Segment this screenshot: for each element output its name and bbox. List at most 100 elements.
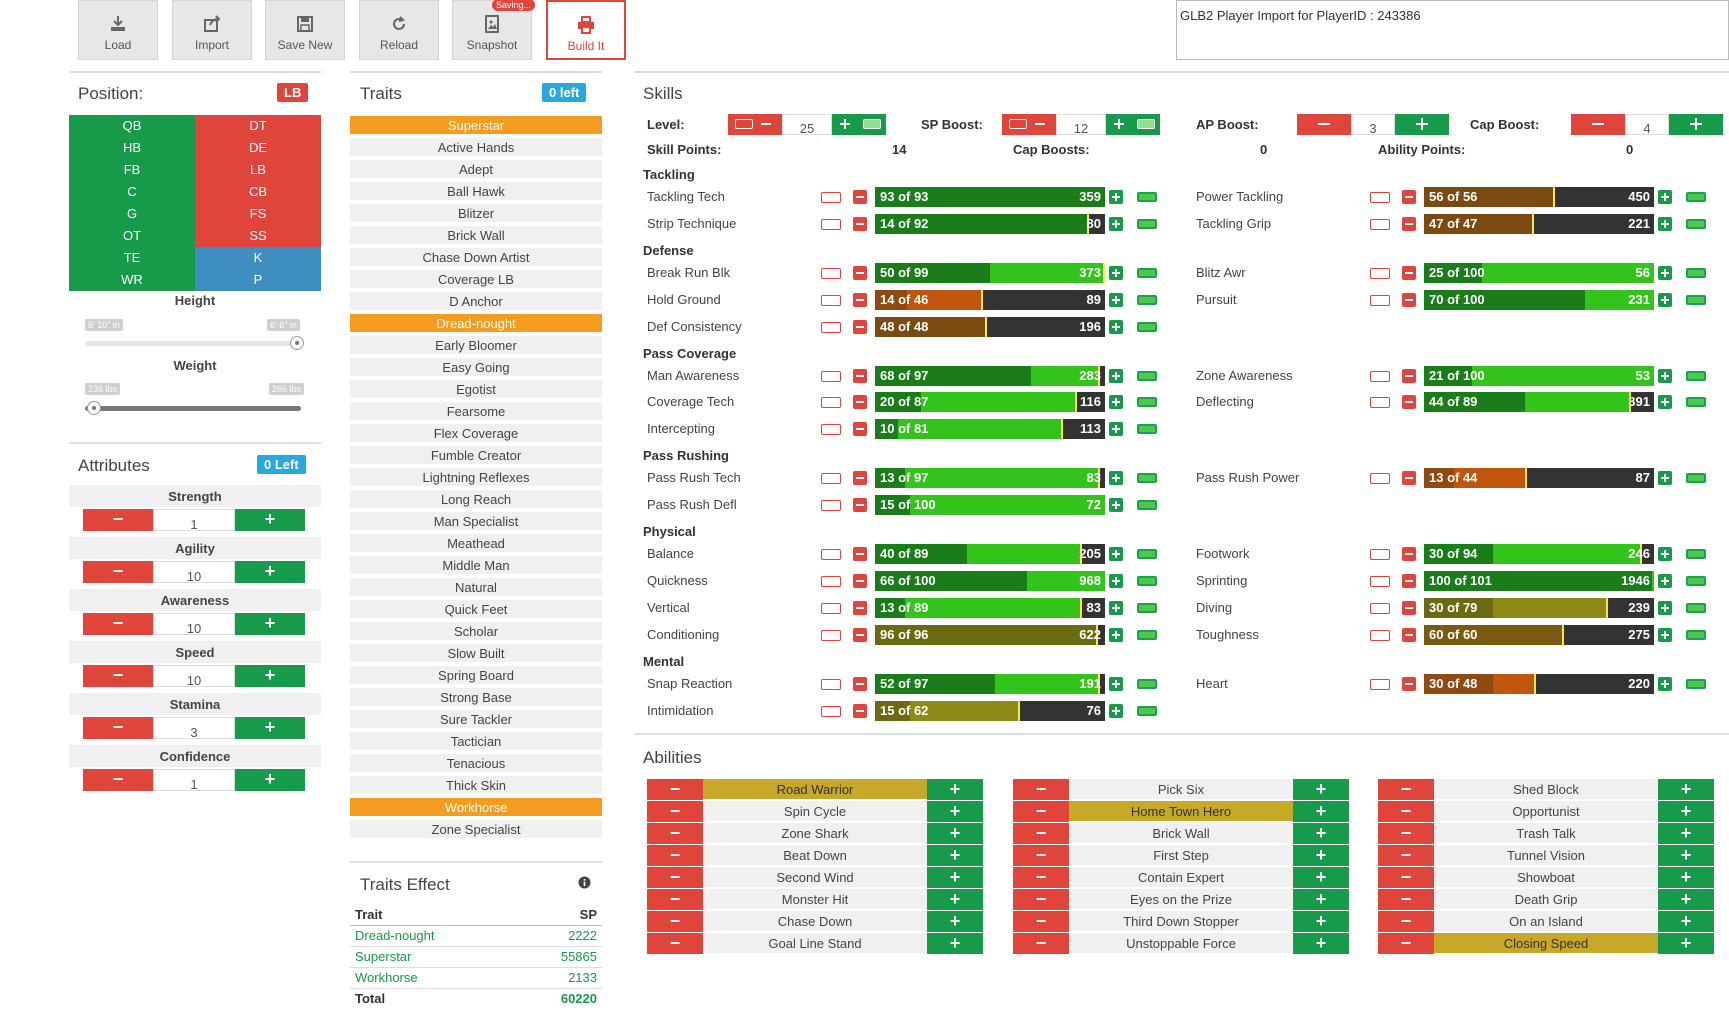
- full-battery-icon[interactable]: [1137, 119, 1155, 129]
- trait-item[interactable]: Early Bloomer: [350, 336, 602, 356]
- max-skill-icon[interactable]: [1137, 678, 1157, 689]
- remove-ability-button[interactable]: −: [647, 801, 703, 822]
- ability-item[interactable]: Road Warrior: [703, 779, 927, 800]
- max-skill-icon[interactable]: [1686, 629, 1706, 640]
- increment-skill-button[interactable]: [1658, 292, 1672, 307]
- remove-ability-button[interactable]: −: [647, 823, 703, 844]
- remove-ability-button[interactable]: −: [1013, 911, 1069, 932]
- position-option-ot[interactable]: OT: [69, 225, 195, 247]
- trait-item[interactable]: Coverage LB: [350, 270, 602, 290]
- height-slider-track[interactable]: [85, 341, 301, 346]
- decrement-skill-button[interactable]: [1402, 395, 1416, 410]
- ability-item[interactable]: Beat Down: [703, 845, 927, 866]
- trait-item[interactable]: Superstar: [350, 116, 602, 136]
- ap-boost-decrement[interactable]: [1297, 114, 1351, 135]
- clear-skill-icon[interactable]: [821, 602, 841, 614]
- remove-ability-button[interactable]: −: [647, 845, 703, 866]
- ability-item[interactable]: Death Grip: [1434, 889, 1658, 910]
- decrement-skill-button[interactable]: [853, 627, 867, 642]
- trait-item[interactable]: Flex Coverage: [350, 424, 602, 444]
- add-ability-button[interactable]: +: [1293, 889, 1349, 910]
- load-button[interactable]: Load: [78, 0, 158, 60]
- position-option-lb[interactable]: LB: [195, 159, 321, 181]
- max-skill-icon[interactable]: [1137, 575, 1157, 586]
- trait-item[interactable]: Man Specialist: [350, 512, 602, 532]
- clear-skill-icon[interactable]: [821, 678, 841, 690]
- clear-skill-icon[interactable]: [1370, 678, 1390, 690]
- clear-skill-icon[interactable]: [1370, 370, 1390, 382]
- increment-button[interactable]: +: [235, 665, 305, 687]
- clear-skill-icon[interactable]: [821, 218, 841, 230]
- increment-button[interactable]: +: [235, 561, 305, 583]
- ability-item[interactable]: Tunnel Vision: [1434, 845, 1658, 866]
- level-decrement[interactable]: [728, 114, 782, 135]
- ap-boost-increment[interactable]: [1395, 114, 1449, 135]
- remove-ability-button[interactable]: −: [1013, 845, 1069, 866]
- add-ability-button[interactable]: +: [927, 823, 983, 844]
- ability-item[interactable]: Contain Expert: [1069, 867, 1293, 888]
- position-option-c[interactable]: C: [69, 181, 195, 203]
- sp-boost-stepper[interactable]: 12: [1002, 114, 1160, 136]
- increment-skill-button[interactable]: [1658, 471, 1672, 486]
- max-skill-icon[interactable]: [1137, 602, 1157, 613]
- position-option-wr[interactable]: WR: [69, 269, 195, 291]
- position-option-p[interactable]: P: [195, 269, 321, 291]
- ability-item[interactable]: Home Town Hero: [1069, 801, 1293, 822]
- attribute-stepper-awareness[interactable]: −10 +: [83, 613, 305, 636]
- clear-skill-icon[interactable]: [821, 192, 841, 203]
- decrement-skill-button[interactable]: [1402, 627, 1416, 642]
- increment-skill-button[interactable]: [1109, 627, 1123, 642]
- cap-boost-increment[interactable]: [1669, 114, 1723, 135]
- remove-ability-button[interactable]: −: [647, 933, 703, 954]
- trait-item[interactable]: Quick Feet: [350, 600, 602, 620]
- build-it-button[interactable]: Build It: [546, 0, 626, 60]
- max-skill-icon[interactable]: [1137, 549, 1157, 559]
- empty-battery-icon[interactable]: [1009, 119, 1027, 129]
- ability-item[interactable]: Trash Talk: [1434, 823, 1658, 844]
- trait-item[interactable]: Long Reach: [350, 490, 602, 510]
- level-increment[interactable]: [832, 114, 886, 135]
- remove-ability-button[interactable]: −: [1013, 889, 1069, 910]
- add-ability-button[interactable]: +: [1658, 779, 1714, 800]
- max-skill-icon[interactable]: [1137, 294, 1157, 305]
- remove-ability-button[interactable]: −: [1378, 911, 1434, 932]
- position-option-fb[interactable]: FB: [69, 159, 195, 181]
- add-ability-button[interactable]: +: [927, 801, 983, 822]
- max-skill-icon[interactable]: [1137, 370, 1157, 381]
- add-ability-button[interactable]: +: [1293, 933, 1349, 954]
- increment-skill-button[interactable]: [1109, 498, 1123, 513]
- max-skill-icon[interactable]: [1137, 192, 1157, 202]
- ability-item[interactable]: Opportunist: [1434, 801, 1658, 822]
- trait-item[interactable]: Tenacious: [350, 754, 602, 774]
- remove-ability-button[interactable]: −: [647, 779, 703, 800]
- remove-ability-button[interactable]: −: [1378, 867, 1434, 888]
- trait-item[interactable]: Brick Wall: [350, 226, 602, 246]
- trait-item[interactable]: Spring Board: [350, 666, 602, 686]
- ability-item[interactable]: Chase Down: [703, 911, 927, 932]
- max-skill-icon[interactable]: [1686, 473, 1706, 484]
- ability-item[interactable]: Spin Cycle: [703, 801, 927, 822]
- clear-skill-icon[interactable]: [821, 397, 841, 409]
- clear-skill-icon[interactable]: [1370, 575, 1390, 587]
- increment-skill-button[interactable]: [1109, 395, 1123, 410]
- trait-item[interactable]: Fumble Creator: [350, 446, 602, 466]
- clear-skill-icon[interactable]: [821, 705, 841, 717]
- trait-item[interactable]: Chase Down Artist: [350, 248, 602, 268]
- weight-slider-handle[interactable]: [87, 401, 101, 415]
- position-option-cb[interactable]: CB: [195, 181, 321, 203]
- decrement-skill-button[interactable]: [853, 703, 867, 718]
- increment-skill-button[interactable]: [1109, 600, 1123, 615]
- decrement-skill-button[interactable]: [1402, 265, 1416, 280]
- remove-ability-button[interactable]: −: [1013, 823, 1069, 844]
- max-skill-icon[interactable]: [1137, 397, 1157, 408]
- increment-button[interactable]: +: [235, 509, 305, 531]
- ability-item[interactable]: Shed Block: [1434, 779, 1658, 800]
- trait-item[interactable]: Middle Man: [350, 556, 602, 576]
- increment-skill-button[interactable]: [1109, 573, 1123, 588]
- ability-item[interactable]: Monster Hit: [703, 889, 927, 910]
- clear-skill-icon[interactable]: [1370, 218, 1390, 230]
- decrement-skill-button[interactable]: [1402, 368, 1416, 383]
- remove-ability-button[interactable]: −: [647, 867, 703, 888]
- attribute-stepper-agility[interactable]: −10 +: [83, 561, 305, 584]
- ability-item[interactable]: Showboat: [1434, 867, 1658, 888]
